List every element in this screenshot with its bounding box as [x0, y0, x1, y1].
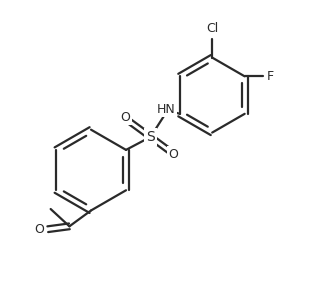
Text: F: F: [267, 70, 274, 83]
Text: O: O: [168, 148, 178, 161]
Text: Cl: Cl: [206, 22, 218, 35]
Text: O: O: [121, 111, 130, 124]
Text: O: O: [34, 223, 44, 236]
Text: S: S: [146, 130, 155, 144]
Text: HN: HN: [157, 103, 176, 116]
